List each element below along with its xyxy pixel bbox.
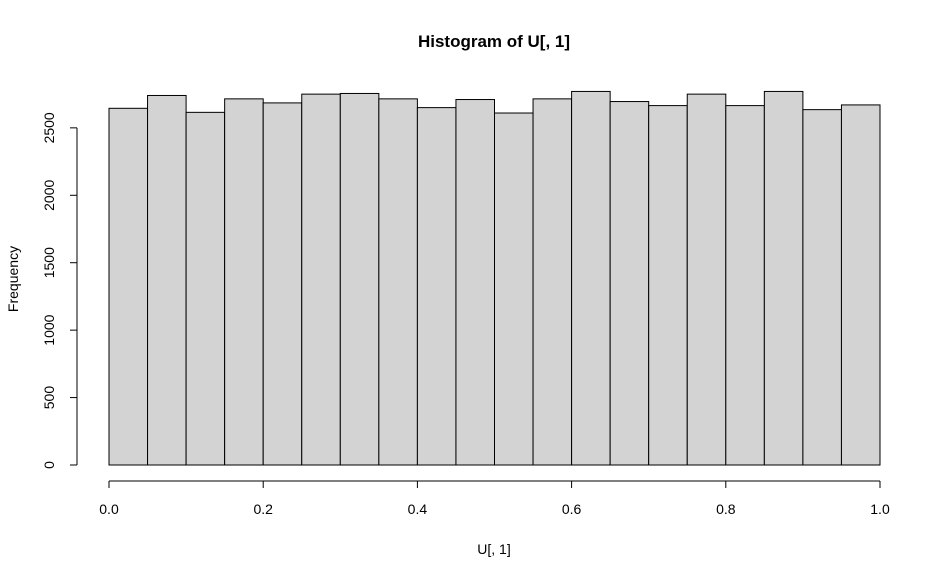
histogram-bar [108, 107, 149, 466]
histogram-bar [648, 105, 688, 466]
histogram-bar [339, 92, 380, 466]
histogram-bar [532, 98, 573, 466]
histogram-bar [262, 102, 303, 466]
x-axis-label: U[, 1] [477, 541, 510, 557]
histogram-bar [802, 109, 842, 466]
x-tick-label: 0.4 [408, 501, 428, 517]
histogram-bar [455, 99, 496, 466]
y-tick-label: 1000 [41, 314, 57, 345]
histogram-bar [609, 101, 650, 466]
histogram-bar [494, 112, 534, 466]
x-tick-label: 0.8 [716, 501, 736, 517]
chart-title: Histogram of U[, 1] [418, 32, 570, 51]
histogram-bar [378, 98, 418, 466]
histogram-bar [725, 105, 765, 466]
y-axis: 0 500 1000 1500 2000 2500 [41, 112, 78, 469]
x-tick-label: 0.2 [253, 501, 273, 517]
x-tick-label: 0.6 [562, 501, 582, 517]
x-tick-label: 0.0 [99, 501, 119, 517]
histogram-bar [840, 104, 881, 466]
y-axis-label: Frequency [5, 246, 21, 312]
x-axis: 0.0 0.2 0.4 0.6 0.8 1.0 [99, 480, 890, 517]
histogram-bar [416, 107, 457, 466]
histogram-bar [686, 93, 727, 466]
histogram-bar [571, 90, 611, 466]
histogram-bar [185, 111, 226, 466]
y-tick-label: 2500 [41, 112, 57, 143]
histogram-bar [224, 98, 264, 466]
histogram-bar [763, 90, 804, 466]
y-tick-label: 1500 [41, 247, 57, 278]
histogram-bar [147, 94, 187, 466]
y-tick-label: 500 [41, 386, 57, 410]
x-tick-label: 1.0 [870, 501, 890, 517]
y-tick-label: 2000 [41, 179, 57, 210]
histogram-bar [301, 93, 341, 466]
y-tick-label: 0 [41, 461, 57, 469]
bars-group [108, 90, 881, 466]
